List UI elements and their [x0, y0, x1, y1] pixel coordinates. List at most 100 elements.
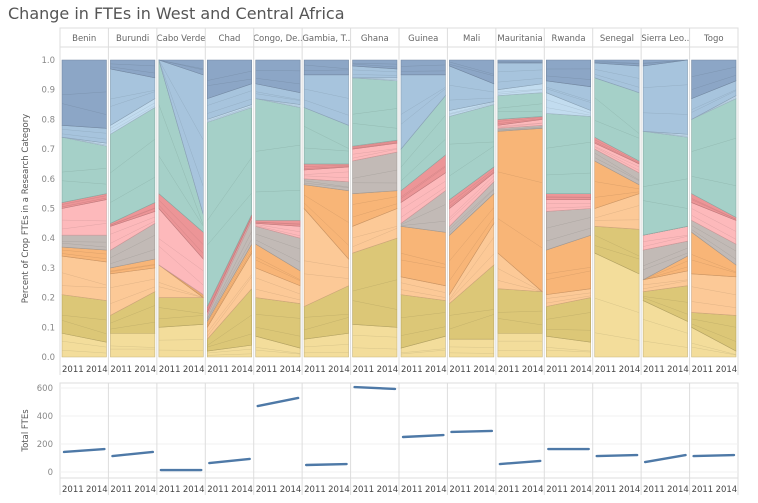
area-subline: [158, 155, 204, 227]
area-subline: [352, 300, 398, 310]
area-band-yellow-light: [110, 332, 156, 358]
area-subline: [546, 107, 591, 116]
area-subline: [304, 99, 349, 116]
area-subline: [304, 64, 349, 70]
area-subline: [497, 123, 543, 128]
area-subline: [643, 59, 688, 64]
y-tick-label: 0.2: [41, 294, 55, 304]
total-fte-line-7: [401, 433, 445, 439]
x-tick-label: 2014: [134, 365, 156, 375]
x-tick-label: 2014: [231, 485, 253, 495]
area-subline: [449, 346, 494, 348]
area-subline: [255, 224, 301, 233]
y-axis-label: Percent of Crop FTEs in a Research Categ…: [21, 114, 31, 303]
area-subline: [352, 226, 398, 239]
area-subline: [594, 245, 640, 260]
area-subline: [304, 166, 349, 169]
area-subline: [497, 127, 543, 131]
area-subline: [110, 66, 155, 74]
area-subline: [158, 238, 204, 272]
area-subline: [304, 182, 349, 188]
area-subline: [304, 317, 349, 331]
area-subline: [304, 147, 349, 152]
area-subline: [691, 215, 737, 240]
area-subline: [546, 172, 591, 176]
area-subline: [255, 349, 301, 355]
area-subline: [449, 179, 495, 221]
area-subline: [110, 102, 155, 129]
x-tick-label: 2014: [522, 365, 544, 375]
area-subline: [207, 239, 252, 320]
area-subline: [594, 157, 640, 182]
total-fte-line-0: [62, 447, 106, 454]
area-subline: [691, 254, 737, 273]
panel-header-7: Guinea: [408, 34, 438, 44]
area-subline: [158, 59, 204, 187]
area-band-blue: [642, 59, 688, 135]
area-subline: [691, 342, 737, 355]
area-subline: [400, 282, 446, 293]
area-subline: [158, 245, 204, 286]
area-subline: [691, 318, 737, 328]
area-subline: [255, 314, 301, 319]
area-subline: [594, 60, 640, 64]
panel-header-3: Chad: [219, 34, 241, 44]
area-subline: [449, 188, 495, 230]
x-tick-label: 2014: [377, 485, 399, 495]
x-tick-label: 2011: [304, 485, 326, 495]
x-tick-label: 2011: [643, 485, 665, 495]
area-subline: [449, 352, 494, 354]
area-subline: [61, 180, 107, 185]
total-fte-line-6: [353, 385, 397, 391]
area-subline: [207, 314, 252, 346]
area-subline: [304, 260, 349, 269]
x-tick-label: 2011: [256, 365, 278, 375]
area-subline: [497, 268, 543, 292]
x-tick-label: 2014: [473, 485, 495, 495]
x-tick-label: 2011: [449, 485, 471, 495]
area-band-teal: [545, 113, 592, 194]
area-subline: [255, 91, 301, 101]
area-subline: [255, 144, 301, 152]
x-tick-label: 2011: [353, 485, 375, 495]
x-tick-label: 2014: [716, 365, 738, 375]
x-tick-label: 2014: [570, 485, 592, 495]
area-subline: [207, 250, 252, 326]
y-tick-label: 0.5: [41, 205, 55, 215]
area-subline: [497, 69, 543, 73]
x-tick-label: 2011: [692, 485, 714, 495]
area-subline: [110, 278, 155, 288]
area-subline: [158, 59, 204, 141]
x-tick-label: 2011: [498, 365, 520, 375]
area-subline: [110, 176, 155, 203]
area-subline: [61, 249, 107, 255]
area-subline: [352, 74, 398, 76]
area-band-yellow-light: [352, 324, 398, 358]
area-band-orange-light: [691, 273, 737, 316]
area-subline: [110, 208, 155, 226]
area-subline: [110, 63, 155, 67]
area-subline: [643, 319, 688, 334]
area-subline: [304, 126, 349, 149]
area-subline: [643, 296, 688, 303]
area-subline: [497, 122, 543, 127]
x-tick-label: 2014: [473, 365, 495, 375]
area-subline: [497, 218, 543, 249]
area-subline: [207, 215, 252, 309]
area-subline: [400, 220, 446, 226]
panel-header-13: Togo: [703, 34, 724, 44]
x-tick-label: 2014: [716, 485, 738, 495]
area-subline: [110, 235, 155, 259]
area-subline: [400, 166, 446, 199]
area-subline: [110, 321, 155, 330]
area-subline: [158, 315, 204, 320]
area-band-orange: [400, 225, 446, 287]
area-subline: [61, 350, 107, 354]
area-subline: [255, 277, 301, 295]
area-subline: [110, 216, 155, 235]
x-tick-label: 2011: [207, 365, 229, 375]
area-band-red: [545, 193, 592, 200]
x-tick-label: 2014: [425, 485, 447, 495]
area-subline: [449, 217, 495, 281]
